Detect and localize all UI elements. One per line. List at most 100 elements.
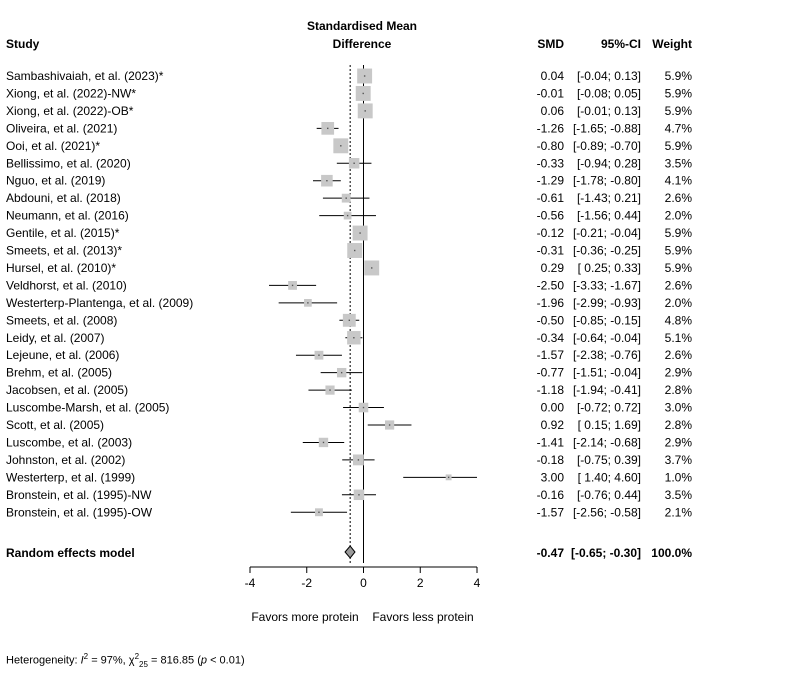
point-estimate — [329, 389, 331, 391]
point-estimate — [291, 284, 294, 287]
weight-value: 2.1% — [665, 505, 693, 519]
chart-title-line-2: Difference — [333, 37, 392, 51]
smd-value: 0.29 — [541, 261, 565, 275]
smd-value: -0.34 — [537, 331, 565, 345]
ci-value: [-3.33; -1.67] — [573, 278, 641, 292]
weight-value: 5.9% — [665, 139, 693, 153]
weight-value: 2.9% — [665, 366, 693, 380]
smd-value: -0.16 — [537, 488, 565, 502]
weight-value: 2.9% — [665, 435, 693, 449]
study-label: Smeets, et al. (2013)* — [6, 244, 122, 258]
weight-value: 3.5% — [665, 156, 693, 170]
smd-value: -0.18 — [537, 453, 565, 467]
pooled-weight: 100.0% — [651, 546, 692, 560]
ci-value: [-2.38; -0.76] — [573, 348, 641, 362]
heterogeneity-df: 25 — [139, 659, 148, 669]
ci-value: [-0.64; -0.04] — [573, 331, 641, 345]
smd-value: 0.06 — [541, 104, 565, 118]
point-estimate — [357, 459, 360, 461]
pooled-ci: [-0.65; -0.30] — [571, 546, 641, 560]
study-row: Bronstein, et al. (1995)-OW -1.57 [-2.56; … — [6, 505, 692, 519]
study-row: Nguo, et al. (2019) -1.29 [-1.78; -0.80] 4.… — [6, 174, 692, 188]
point-estimate — [327, 127, 329, 130]
smd-value: -1.26 — [537, 121, 565, 135]
weight-value: 2.0% — [665, 209, 693, 223]
study-label: Oliveira, et al. (2021) — [6, 121, 117, 135]
smd-value: -1.29 — [537, 174, 565, 188]
point-estimate — [362, 92, 364, 95]
smd-value: 0.92 — [541, 418, 565, 432]
point-estimate — [326, 180, 328, 182]
study-row: Bronstein, et al. (1995)-NW -0.16 [-0.76; … — [6, 488, 692, 502]
study-row: Xiong, et al. (2022)-OB* 0.06 [-0.01; 0.13… — [6, 103, 693, 119]
study-label: Xiong, et al. (2022)-NW* — [6, 86, 136, 100]
weight-value: 4.8% — [665, 313, 693, 327]
study-label: Neumann, et al. (2016) — [6, 209, 129, 223]
weight-value: 5.9% — [665, 244, 693, 258]
smd-value: -0.50 — [537, 313, 565, 327]
heterogeneity-label: Heterogeneity: — [6, 654, 78, 667]
pooled-row: Random effects model -0.47 [-0.65; -0.30… — [6, 545, 692, 560]
ci-value: [-0.75; 0.39] — [577, 453, 641, 467]
study-label: Luscombe, et al. (2003) — [6, 435, 132, 449]
study-row: Sambashivaiah, et al. (2023)* 0.04 [-0.04;… — [6, 68, 693, 84]
smd-value: -0.77 — [537, 366, 565, 380]
study-label: Bellissimo, et al. (2020) — [6, 156, 131, 170]
study-row: Hursel, et al. (2010)* 0.29 [ 0.25; 0.33] 5… — [6, 260, 692, 276]
heterogeneity-line: Heterogeneity: I2 = 97%, χ225 = 816.85 (… — [6, 652, 245, 669]
ci-value: [-1.56; 0.44] — [577, 209, 641, 223]
smd-value: 0.00 — [541, 401, 565, 415]
study-row: Johnston, et al. (2002) -0.18 [-0.75; 0.39… — [6, 453, 692, 467]
study-label: Abdouni, et al. (2018) — [6, 191, 121, 205]
weight-value: 2.0% — [665, 296, 693, 310]
smd-value: -1.96 — [537, 296, 565, 310]
ci-value: [-0.94; 0.28] — [577, 156, 641, 170]
study-label: Bronstein, et al. (1995)-NW — [6, 488, 152, 502]
smd-value: -0.12 — [537, 226, 565, 240]
study-label: Hursel, et al. (2010)* — [6, 261, 116, 275]
weight-value: 2.6% — [665, 278, 693, 292]
study-row: Luscombe-Marsh, et al. (2005) 0.00 [-0.72;… — [6, 401, 692, 415]
heterogeneity-chi: = 816.85 — [151, 654, 195, 667]
weight-value: 1.0% — [665, 470, 693, 484]
point-estimate — [388, 424, 391, 426]
point-estimate — [307, 302, 309, 304]
weight-value: 5.9% — [665, 104, 693, 118]
point-estimate — [348, 319, 351, 321]
weight-value: 5.9% — [665, 226, 693, 240]
weight-value: 3.0% — [665, 401, 693, 415]
study-row: Westerterp, et al. (1999) 3.00 [ 1.40; 4.6… — [6, 470, 692, 484]
smd-value: -1.41 — [537, 435, 565, 449]
study-label: Lejeune, et al. (2006) — [6, 348, 119, 362]
weight-value: 5.9% — [665, 69, 693, 83]
study-label: Veldhorst, et al. (2010) — [6, 278, 127, 292]
study-label: Xiong, et al. (2022)-OB* — [6, 104, 134, 118]
study-row: Westerterp-Plantenga, et al. (2009) -1.96… — [6, 296, 692, 310]
ci-value: [-1.51; -0.04] — [573, 366, 641, 380]
point-estimate — [447, 476, 450, 479]
ci-value: [-2.99; -0.93] — [573, 296, 641, 310]
study-row: Scott, et al. (2005) 0.92 [ 0.15; 1.69] 2.8… — [6, 418, 692, 432]
study-row: Abdouni, et al. (2018) -0.61 [-1.43; 0.21]… — [6, 191, 692, 205]
study-label: Leidy, et al. (2007) — [6, 331, 105, 345]
column-header-smd: SMD — [537, 37, 564, 51]
point-estimate — [364, 110, 366, 112]
point-estimate — [346, 214, 349, 217]
point-estimate — [340, 145, 342, 147]
smd-value: -0.80 — [537, 139, 565, 153]
ci-value: [-0.85; -0.15] — [573, 313, 641, 327]
chart-title-line-1: Standardised Mean — [307, 19, 417, 33]
study-row: Lejeune, et al. (2006) -1.57 [-2.38; -0.76… — [6, 348, 692, 362]
study-row: Ooi, et al. (2021)* -0.80 [-0.89; -0.70] 5.… — [6, 138, 693, 154]
weight-value: 2.8% — [665, 383, 693, 397]
study-row: Luscombe, et al. (2003) -1.41 [-2.14; -0.6… — [6, 435, 692, 449]
study-row: Veldhorst, et al. (2010) -2.50 [-3.33; -1.… — [6, 278, 692, 292]
point-estimate — [345, 197, 347, 199]
smd-value: 3.00 — [541, 470, 565, 484]
point-estimate — [340, 371, 343, 374]
study-rows: Sambashivaiah, et al. (2023)* 0.04 [-0.04;… — [6, 68, 693, 519]
x-axis: -4 -2 0 2 4 — [245, 566, 481, 590]
weight-value: 2.6% — [665, 191, 693, 205]
column-header-study: Study — [6, 37, 40, 51]
